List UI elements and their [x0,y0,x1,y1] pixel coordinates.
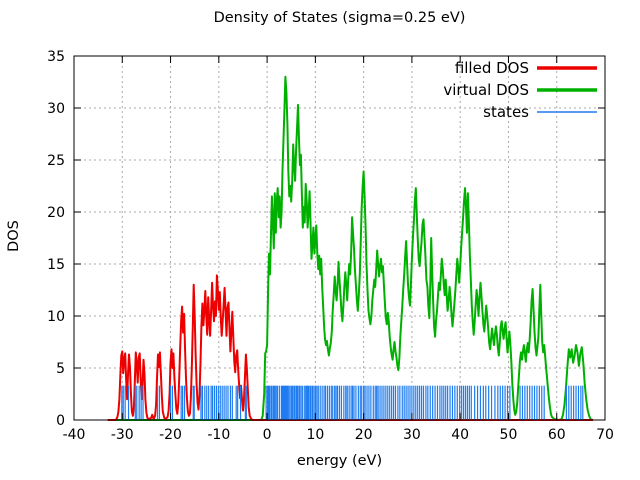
legend-label: virtual DOS [443,81,529,99]
y-tick-label: 30 [47,101,65,117]
y-tick-label: 15 [47,257,65,273]
y-tick-label: 35 [47,49,65,65]
y-tick-label: 20 [47,205,65,221]
y-axis-label: DOS [6,220,22,252]
x-tick-label: -20 [159,427,182,443]
y-tick-label: 0 [56,413,65,429]
x-tick-label: 40 [451,427,469,443]
y-tick-label: 5 [56,361,65,377]
chart-title: Density of States (sigma=0.25 eV) [213,10,466,26]
legend-label: states [483,103,529,121]
legend-label: filled DOS [455,59,529,77]
x-axis-label: energy (eV) [296,453,383,469]
y-tick-label: 10 [47,309,65,325]
x-tick-label: 10 [306,427,324,443]
x-tick-label: 70 [596,427,614,443]
x-tick-label: -40 [63,427,86,443]
x-tick-label: 0 [263,427,272,443]
plot-border [73,55,606,421]
y-tick-label: 25 [47,153,65,169]
x-tick-label: 50 [500,427,518,443]
x-tick-label: 30 [403,427,421,443]
x-tick-label: -30 [111,427,134,443]
series-line-virtual-dos [107,75,594,421]
x-tick-label: 60 [548,427,566,443]
x-tick-label: 20 [355,427,373,443]
series-line-filled-dos [107,274,593,421]
x-tick-label: -10 [207,427,230,443]
